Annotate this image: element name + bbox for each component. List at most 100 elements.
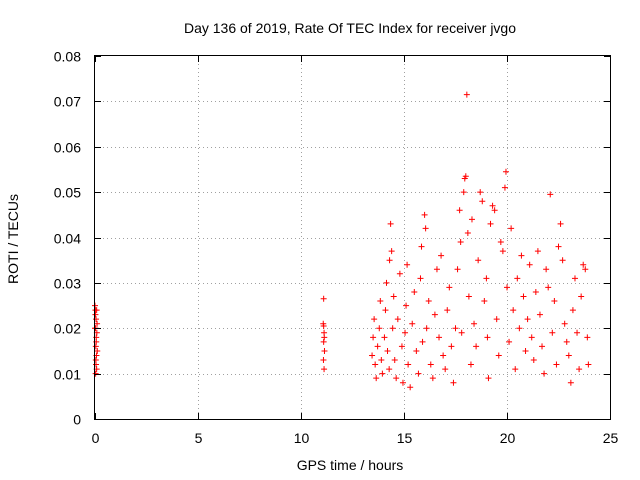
data-point (481, 298, 488, 305)
data-point (460, 189, 467, 196)
data-point (384, 347, 391, 354)
data-point (522, 347, 529, 354)
y-tick-label: 0.04 (54, 231, 81, 247)
y-tick-label: 0.07 (54, 94, 81, 110)
y-tick-label: 0.03 (54, 276, 81, 292)
data-point (526, 261, 533, 268)
data-point (393, 375, 400, 382)
data-point (462, 173, 469, 180)
data-point (530, 357, 537, 364)
data-point (92, 357, 99, 364)
data-point (383, 279, 390, 286)
data-point (425, 298, 432, 305)
data-point (574, 329, 581, 336)
data-point (320, 295, 327, 302)
data-point (405, 361, 412, 368)
data-point (483, 275, 490, 282)
data-point (501, 184, 508, 191)
data-point (440, 352, 447, 359)
data-point (382, 307, 389, 314)
data-point (376, 325, 383, 332)
data-point (464, 229, 471, 236)
data-point (94, 347, 101, 354)
y-tick-label: 0.06 (54, 140, 81, 156)
data-point (429, 375, 436, 382)
data-point (475, 257, 482, 264)
data-point (487, 220, 494, 227)
data-point (93, 316, 100, 323)
data-point (508, 225, 515, 232)
data-point (489, 202, 496, 209)
x-tick-label: 5 (195, 430, 203, 446)
data-point (468, 216, 475, 223)
data-point (495, 352, 502, 359)
data-points (92, 91, 592, 391)
data-point (450, 379, 457, 386)
data-point (504, 284, 510, 291)
data-point (446, 284, 453, 291)
data-point (467, 361, 474, 368)
data-point (387, 220, 394, 227)
data-point (321, 366, 328, 373)
data-point (421, 211, 428, 218)
data-point (398, 343, 405, 350)
x-tick-label: 20 (500, 430, 516, 446)
data-point (391, 357, 398, 364)
data-point (557, 220, 564, 227)
data-point (390, 293, 397, 300)
data-point (578, 293, 585, 300)
plot-frame (94, 55, 611, 420)
data-point (396, 270, 403, 277)
y-tick-label: 0.05 (54, 185, 81, 201)
data-point (458, 329, 465, 336)
data-point (514, 275, 521, 282)
data-point (585, 361, 592, 368)
data-point (506, 338, 513, 345)
data-point (388, 248, 395, 255)
data-point (457, 239, 464, 246)
data-point (561, 320, 568, 327)
data-point (493, 316, 500, 323)
data-point (444, 307, 451, 314)
data-point (473, 343, 480, 350)
data-point (502, 168, 509, 175)
data-point (499, 248, 506, 255)
data-point (94, 320, 101, 327)
data-point (92, 370, 99, 377)
data-point (559, 257, 566, 264)
data-point (565, 352, 572, 359)
data-point (576, 366, 583, 373)
y-tick-label: 0 (73, 412, 81, 428)
x-tick-label: 25 (603, 430, 619, 446)
data-point (320, 322, 327, 329)
data-point (374, 343, 381, 350)
data-point (456, 207, 463, 214)
data-point (403, 302, 410, 309)
data-point (386, 257, 393, 264)
data-point (497, 239, 504, 246)
data-point (422, 225, 429, 232)
data-point (417, 275, 424, 282)
data-point (431, 311, 438, 318)
data-point (518, 252, 525, 259)
data-point (567, 379, 574, 386)
grid-lines (95, 56, 610, 419)
data-point (471, 320, 478, 327)
data-point (516, 325, 523, 332)
data-point (386, 366, 393, 373)
y-tick-label: 0.08 (54, 49, 81, 65)
chart-title: Day 136 of 2019, Rate Of TEC Index for r… (184, 20, 516, 36)
data-point (477, 189, 484, 196)
data-point (485, 375, 492, 382)
data-point (543, 266, 550, 273)
x-tick-label: 10 (294, 430, 310, 446)
data-point (584, 334, 591, 341)
data-point (545, 284, 552, 291)
data-point (510, 307, 517, 314)
data-point (402, 329, 409, 336)
data-point (378, 357, 385, 364)
data-point (528, 334, 535, 341)
data-point (92, 311, 99, 318)
data-point (479, 198, 486, 205)
data-point (551, 298, 558, 305)
